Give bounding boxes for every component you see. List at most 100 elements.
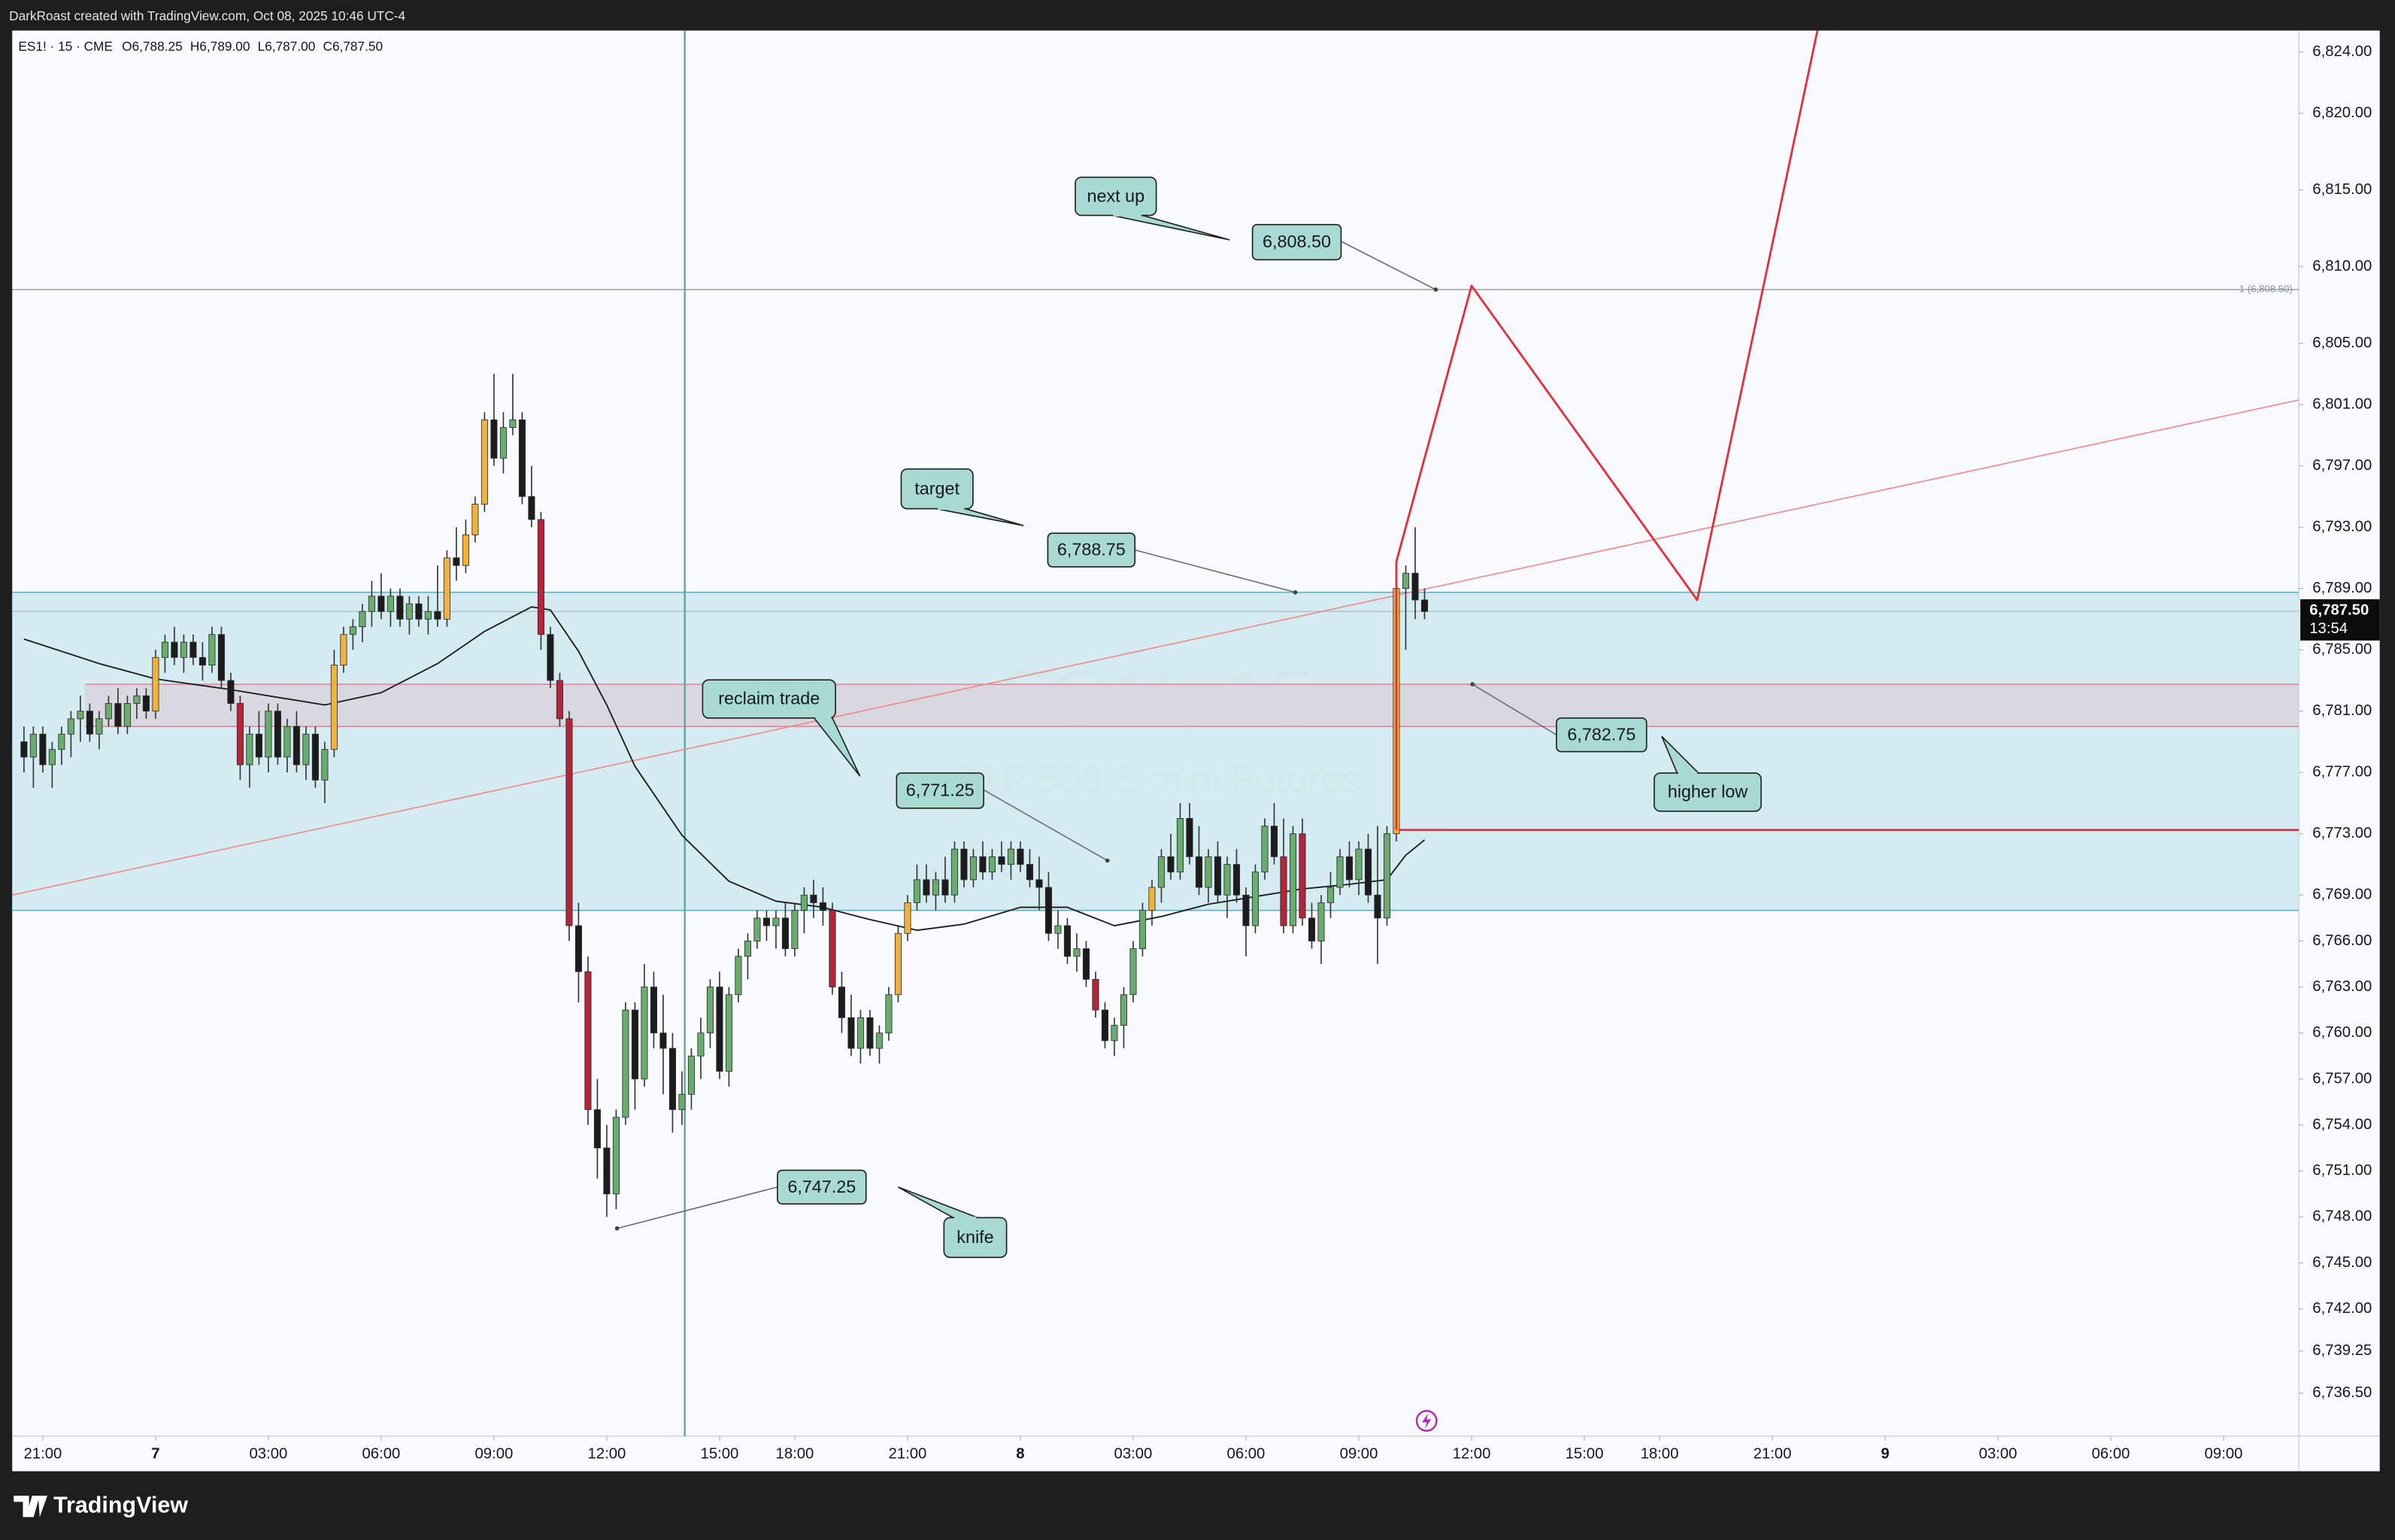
candle-body: [1317, 902, 1325, 941]
candle-body: [1007, 848, 1014, 865]
candle-body: [904, 902, 911, 934]
candle-body: [1111, 1025, 1118, 1041]
candle-body: [1223, 864, 1231, 896]
price-label-leader: [1341, 241, 1436, 290]
x-tick-label: 15:00: [1566, 1446, 1604, 1463]
candle-body: [293, 726, 300, 765]
price-label-box: [896, 772, 984, 809]
candle-body: [471, 504, 479, 535]
x-tick-label: 18:00: [1641, 1446, 1679, 1463]
candle-body: [377, 596, 385, 612]
y-tick-label: 6,745.00: [2312, 1254, 2372, 1271]
candle-body: [1270, 826, 1278, 857]
y-tick-label: 6,797.00: [2312, 457, 2372, 474]
candle-body: [762, 917, 770, 926]
candle-body: [311, 733, 319, 781]
candle-body: [161, 641, 168, 658]
x-tick-label: 03:00: [249, 1446, 287, 1463]
candle-body: [302, 733, 310, 765]
horizontal-line-label: 1 (6,808.50): [2239, 283, 2293, 295]
price-label-anchor: [614, 1226, 620, 1231]
legend-ohlc: C6,787.50: [323, 39, 384, 54]
candle-body: [490, 419, 498, 459]
candle-body: [1120, 994, 1127, 1026]
y-tick-label: 6,736.50: [2312, 1384, 2372, 1401]
x-tick-label: 06:00: [362, 1446, 401, 1463]
x-tick-label: 06:00: [1227, 1446, 1266, 1463]
price-label-anchor: [1293, 590, 1298, 595]
x-tick-label: 7: [151, 1446, 159, 1463]
candle-body: [735, 956, 742, 996]
candle-body: [969, 856, 977, 881]
candle-body: [1261, 826, 1269, 873]
callout-text: knife: [956, 1227, 993, 1247]
candle-body: [58, 733, 65, 750]
candle-body: [941, 879, 949, 896]
y-tick-label: 6,824.00: [2312, 44, 2372, 60]
price-label-box: [1047, 532, 1136, 568]
candle-body: [913, 879, 920, 903]
candle-body: [1138, 910, 1146, 950]
candle-body: [1402, 572, 1410, 590]
candle-body: [1289, 833, 1296, 926]
candle-body: [283, 726, 291, 758]
candle-body: [349, 626, 356, 635]
y-tick-label: 6,769.00: [2312, 887, 2372, 903]
header-text: DarkRoast created with TradingView.com, …: [9, 8, 405, 23]
zone: [85, 684, 2300, 727]
x-tick-label: 18:00: [776, 1446, 814, 1463]
candle-body: [706, 987, 714, 1034]
last-price-badge: [2300, 599, 2380, 641]
candle-body: [434, 611, 441, 620]
callout-box: [900, 468, 974, 510]
candle-body: [95, 718, 103, 735]
candle-body: [77, 711, 84, 720]
y-tick-label: 6,766.00: [2312, 932, 2372, 949]
x-tick-label: 09:00: [475, 1446, 514, 1463]
price-label-anchor: [1433, 287, 1439, 292]
y-tick-label: 6,785.00: [2312, 641, 2372, 658]
price-label-leader: [1135, 549, 1296, 593]
price-label-leader: [617, 1186, 778, 1229]
legend-ohlc: H6,789.00: [190, 39, 250, 54]
candle-body: [1355, 848, 1363, 881]
candle-body: [1195, 856, 1202, 888]
candle-body: [274, 711, 281, 758]
candle-body: [697, 1032, 705, 1056]
candle-body: [462, 534, 469, 566]
candle-body: [875, 1032, 883, 1049]
candle-body: [574, 925, 582, 972]
candle-body: [1420, 599, 1429, 612]
y-tick-label: 6,815.00: [2312, 181, 2372, 198]
candle-body: [1157, 856, 1165, 888]
candle-body: [48, 749, 56, 765]
candle-body: [537, 519, 544, 635]
candle-body: [659, 1032, 667, 1049]
y-tick-label: 6,810.00: [2312, 258, 2372, 274]
candle-body: [499, 427, 507, 459]
candle-body: [1101, 1009, 1108, 1041]
candle-body: [744, 941, 751, 957]
candle-body: [180, 641, 187, 658]
zone: [12, 592, 2300, 911]
candle-body: [67, 718, 74, 735]
price-label-text: 6,808.50: [1263, 232, 1331, 251]
candle-body: [29, 733, 37, 758]
candle-body: [622, 1009, 629, 1118]
candle-body: [1411, 572, 1419, 601]
candle-body: [829, 910, 836, 987]
candle-body: [885, 994, 893, 1034]
replay-icon: [1415, 1410, 1438, 1432]
y-tick-label: 6,760.00: [2312, 1024, 2372, 1041]
candle-body: [687, 1055, 695, 1095]
price-label-leader: [983, 789, 1108, 862]
x-tick-label: 21:00: [889, 1446, 927, 1463]
candle-body: [1063, 925, 1071, 957]
y-tick-label: 6,773.00: [2312, 825, 2372, 841]
y-tick-label: 6,805.00: [2312, 335, 2372, 351]
candle-body: [1073, 948, 1081, 957]
candle-body: [547, 634, 554, 681]
candle-body: [1129, 948, 1137, 996]
candle-body: [236, 703, 244, 765]
